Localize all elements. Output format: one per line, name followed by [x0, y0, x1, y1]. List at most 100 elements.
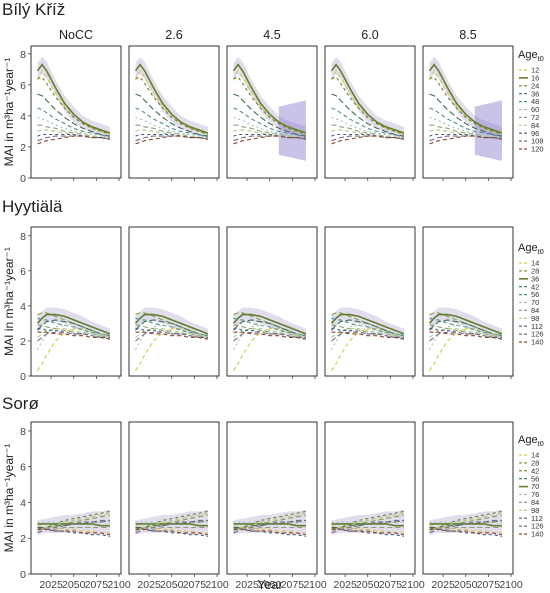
- series-line-age-140: [429, 331, 503, 340]
- legend-label: 98: [531, 506, 539, 515]
- legend-label: 24: [531, 81, 539, 90]
- legend-label: 70: [531, 298, 539, 307]
- series-line-age-70: [233, 324, 307, 350]
- y-axis-label: MAI in m³ha⁻¹year⁻¹: [2, 444, 16, 553]
- series-line-age-96: [331, 133, 404, 140]
- legend-label: 56: [531, 474, 539, 483]
- x-tick-label: 2100: [107, 579, 131, 591]
- series-line-age-84: [331, 129, 404, 140]
- legend-label: 14: [531, 451, 539, 460]
- series-line-age-60: [233, 116, 306, 139]
- series-line-age-14: [331, 525, 404, 534]
- facet-panel-6.0: 6.0: [324, 225, 416, 379]
- series-line-age-84: [37, 526, 110, 530]
- series-line-age-84: [429, 526, 502, 530]
- y-tick-label: 8: [20, 231, 26, 243]
- panel-border: [30, 226, 122, 377]
- series-line-age-84: [135, 526, 208, 530]
- series-line-age-120: [37, 135, 110, 145]
- y-tick-label: 0: [20, 173, 26, 185]
- series-line-age-60: [37, 116, 110, 139]
- series-line-age-36: [428, 313, 503, 335]
- series-line-age-36: [36, 313, 111, 335]
- y-axis-label: MAI in m³ha⁻¹year⁻¹: [2, 247, 16, 356]
- legend-title-subscript: t0: [538, 247, 544, 256]
- series-line-age-96: [429, 133, 502, 140]
- series-line-age-16: [232, 63, 307, 134]
- x-tick-label: 2075: [379, 579, 403, 591]
- series-line-age-84: [429, 324, 503, 338]
- y-tick-label: 2: [20, 533, 26, 545]
- series-line-age-70: [331, 523, 404, 527]
- series-line-age-98: [429, 512, 503, 532]
- series-line-age-70: [331, 324, 405, 350]
- legend-label: 60: [531, 105, 539, 114]
- facet-panel-6.0: 6.0: [324, 28, 416, 181]
- series-line-age-42: [37, 510, 111, 532]
- legend-label: 36: [531, 89, 539, 98]
- x-tick-label: 2050: [62, 579, 86, 591]
- series-line-age-84: [135, 324, 209, 338]
- series-line-age-42: [233, 510, 307, 532]
- series-line-age-36: [232, 313, 307, 335]
- series-line-age-42: [135, 319, 209, 337]
- panel-plot-area: [428, 307, 503, 372]
- y-axis-label: MAI in m³ha⁻¹year⁻¹: [2, 58, 16, 167]
- series-line-age-126: [233, 331, 307, 342]
- y-tick-label: 4: [20, 301, 26, 313]
- facet-panel-2.6: 2.6: [128, 28, 220, 181]
- panel-border: [226, 226, 318, 377]
- series-line-age-140: [135, 528, 209, 536]
- series-line-age-96: [37, 133, 110, 140]
- legend-label: 72: [531, 113, 539, 122]
- x-tick-label: 2100: [205, 579, 229, 591]
- panel-plot-area: [429, 509, 503, 537]
- series-line-age-24: [429, 76, 503, 136]
- legend-label: 108: [531, 137, 544, 146]
- series-line-age-98: [135, 512, 209, 532]
- facet-panel-8.5: 8.5: [422, 225, 514, 379]
- panel-border: [128, 226, 220, 377]
- projection-uncertainty-ribbon: [474, 100, 502, 161]
- legend-label: 14: [531, 259, 539, 268]
- series-line-age-98: [37, 512, 111, 532]
- facet-panel-2.6: 2.62025205020752100: [128, 421, 229, 591]
- x-tick-label: 2075: [85, 579, 109, 591]
- y-tick-label: 8: [20, 49, 26, 61]
- series-line-age-42: [331, 510, 405, 532]
- x-tick-label: 2050: [356, 579, 380, 591]
- site-title: Hyytiälä: [2, 197, 63, 216]
- series-line-age-48: [331, 107, 405, 139]
- series-line-age-48: [37, 107, 111, 139]
- series-line-age-42: [135, 510, 209, 532]
- panel-border: [30, 421, 122, 575]
- series-line-age-126: [37, 331, 111, 342]
- legend-label: 70: [531, 482, 539, 491]
- x-tick-label: 2025: [333, 579, 357, 591]
- x-tick-label: 2025: [39, 579, 63, 591]
- series-line-age-36: [233, 93, 306, 137]
- series-line-age-84: [37, 324, 111, 338]
- panel-border: [324, 226, 416, 377]
- series-line-age-42: [429, 319, 503, 337]
- series-line-age-16: [330, 63, 405, 134]
- x-tick-label: 2075: [477, 579, 501, 591]
- legend-label: 126: [531, 330, 544, 339]
- series-line-age-56: [135, 317, 209, 337]
- series-line-age-42: [233, 319, 307, 337]
- series-line-age-84: [233, 324, 307, 338]
- series-line-age-60: [331, 116, 404, 139]
- facet-strip-label: 4.5: [263, 28, 280, 42]
- series-line-age-84: [233, 129, 306, 140]
- series-line-age-28: [331, 312, 405, 337]
- facet-panel-8.5: 8.5: [422, 28, 514, 181]
- panel-plot-area: [134, 56, 209, 145]
- series-line-age-16: [428, 63, 503, 134]
- series-line-age-112: [331, 526, 405, 537]
- x-tick-label: 2100: [499, 579, 523, 591]
